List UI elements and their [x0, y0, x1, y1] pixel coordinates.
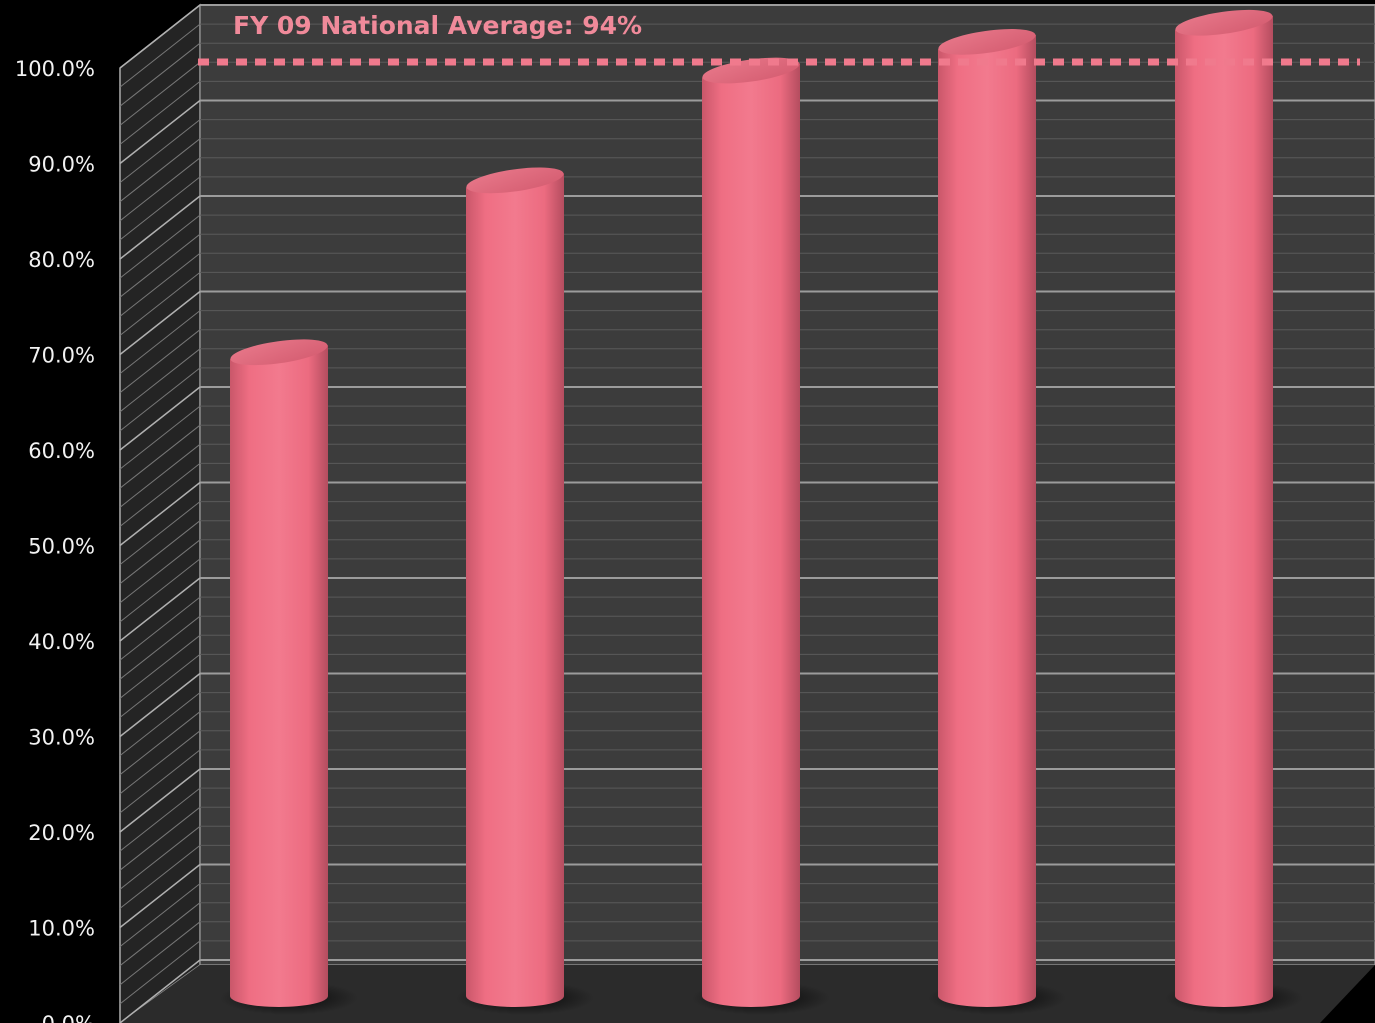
bar-body: [1175, 15, 1273, 1007]
y-tick-label: 60.0%: [28, 439, 95, 463]
side-wall-gridline: [119, 481, 201, 547]
side-wall-gridline: [119, 539, 201, 604]
side-wall-gridline: [119, 940, 201, 1005]
bar-top: [938, 29, 1036, 55]
bar: [456, 167, 594, 1015]
side-wall-gridline: [119, 501, 201, 565]
reference-line-label: FY 09 National Average: 94%: [233, 11, 642, 40]
side-wall-gridline: [119, 443, 201, 508]
y-tick-label: 50.0%: [28, 535, 95, 559]
side-wall-gridline: [119, 81, 201, 145]
side-wall-gridline: [119, 367, 201, 432]
side-wall-gridline: [119, 730, 201, 795]
side-wall-gridline: [119, 290, 201, 356]
side-wall-gridline: [119, 195, 201, 260]
side-wall-gridline: [119, 921, 201, 986]
side-wall-gridline: [119, 615, 201, 680]
bar: [692, 57, 830, 1015]
side-wall-gridline: [119, 806, 201, 871]
bar: [1165, 9, 1303, 1015]
y-tick-label: 0.0%: [42, 1012, 95, 1023]
side-wall-gridline: [119, 252, 201, 317]
y-tick-label: 20.0%: [28, 821, 95, 845]
side-wall-gridline: [119, 959, 201, 1023]
side-wall-gridline: [119, 845, 201, 909]
y-tick-label: 100.0%: [15, 57, 95, 81]
side-wall-gridline: [119, 825, 201, 890]
bar: [220, 339, 358, 1015]
bar-body: [702, 63, 800, 1007]
bar-top: [230, 339, 328, 366]
y-tick-label: 30.0%: [28, 726, 95, 750]
bar-body: [230, 345, 328, 1007]
y-axis-ticks: 0.0% 10.0% 20.0% 30.0% 40.0% 50.0% 60.0% 70.0% 8…: [15, 57, 95, 1023]
side-wall-gridline: [119, 119, 201, 183]
bar-body: [466, 173, 564, 1008]
side-wall-gridline: [119, 577, 201, 642]
side-wall-gridline: [119, 272, 201, 336]
side-wall-gridline: [119, 692, 201, 756]
side-wall-gridline: [119, 520, 201, 585]
side-wall-gridline: [119, 405, 201, 470]
side-wall-gridline: [119, 61, 201, 126]
side-wall-gridline: [119, 99, 201, 165]
reference-line-group: FY 09 National Average: 94%: [198, 11, 1360, 66]
side-wall-gridline: [119, 310, 201, 374]
side-wall-gridline: [119, 157, 201, 222]
side-wall-gridline: [119, 883, 201, 947]
side-wall-gridline: [119, 902, 201, 967]
side-wall-gridline: [119, 749, 201, 814]
side-wall-gridline: [119, 672, 201, 738]
side-wall-gridline: [119, 176, 201, 241]
side-wall-gridline: [119, 558, 201, 623]
side-wall-gridline: [119, 768, 201, 833]
side-wall-gridline: [119, 386, 201, 451]
side-wall-gridline: [119, 863, 201, 929]
side-wall-gridline: [119, 329, 201, 394]
side-wall-gridline: [119, 138, 201, 203]
bar-top: [466, 167, 564, 194]
side-wall-gridline: [119, 23, 201, 88]
side-wall-gridline: [119, 596, 201, 661]
side-wall-gridline: [119, 42, 201, 107]
side-wall-gridline: [119, 348, 201, 413]
y-tick-label: 80.0%: [28, 248, 95, 272]
side-wall-gridline: [119, 424, 201, 489]
bar: [928, 29, 1066, 1015]
side-wall-gridline: [119, 214, 201, 279]
y-tick-label: 40.0%: [28, 630, 95, 654]
y-tick-label: 10.0%: [28, 917, 95, 941]
y-tick-label: 70.0%: [28, 344, 95, 368]
y-tick-label: 90.0%: [28, 153, 95, 177]
bar-body: [938, 34, 1036, 1007]
bar-top: [1175, 9, 1273, 36]
side-wall-gridline: [119, 654, 201, 718]
side-wall-gridline: [119, 711, 201, 776]
side-wall-gridline: [119, 4, 201, 69]
floor-corner: [1320, 965, 1375, 1023]
bars: [220, 9, 1303, 1015]
side-wall-gridline: [119, 463, 201, 527]
side-wall-gridline: [119, 787, 201, 852]
side-wall-gridline: [119, 634, 201, 699]
side-wall-gridline: [119, 233, 201, 298]
